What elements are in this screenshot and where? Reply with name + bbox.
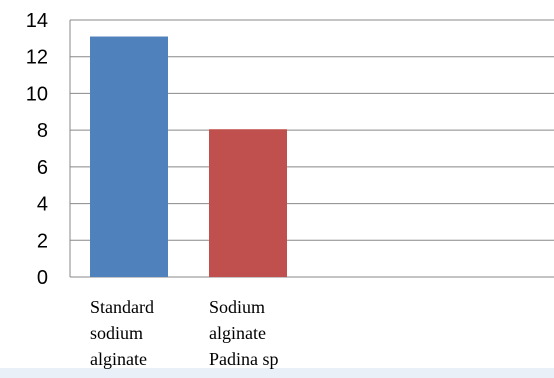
y-tick-label: 6 (37, 157, 48, 179)
y-tick-label: 12 (26, 47, 48, 69)
bar (209, 129, 287, 277)
bars (90, 36, 287, 278)
y-tick-label: 14 (26, 10, 48, 32)
y-tick-label: 4 (37, 194, 48, 216)
y-tick-label: 0 (37, 267, 48, 289)
x-category-label: Padina sp (209, 349, 279, 369)
x-category-label: sodium (90, 323, 143, 343)
x-category-label: Sodium (209, 297, 265, 317)
x-category-label: alginate (209, 323, 266, 343)
y-axis-ticks: 0 2 4 6 8 10 12 14 (26, 10, 48, 289)
x-category-label: Standard (90, 297, 154, 317)
y-tick-label: 8 (37, 120, 48, 142)
bar (90, 36, 168, 278)
y-tick-label: 10 (26, 83, 48, 105)
category-labels: Standard sodium alginate Sodium alginate Padi… (90, 297, 279, 369)
bottom-band (0, 368, 554, 378)
y-tick-label: 2 (37, 230, 48, 252)
x-category-label: alginate (90, 349, 147, 369)
